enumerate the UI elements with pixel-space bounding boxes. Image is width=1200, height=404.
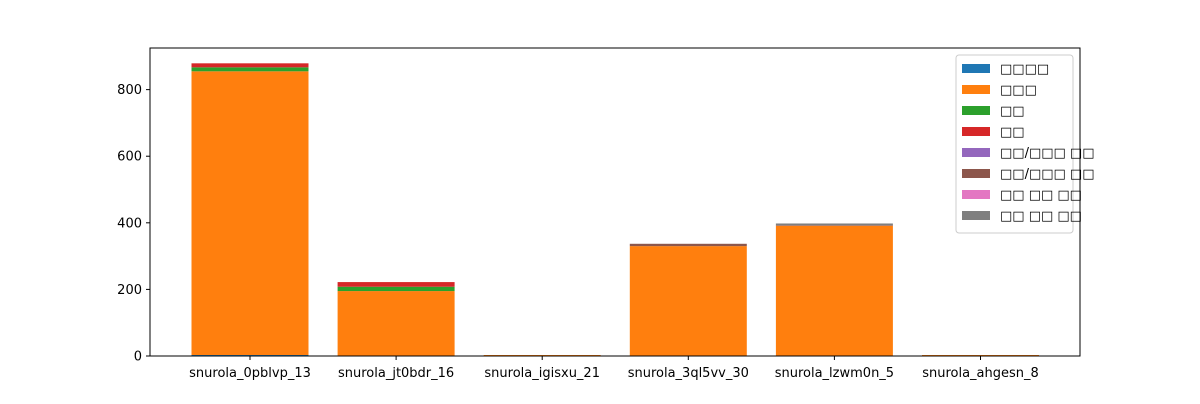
bar-segment-1-series-2 [337, 286, 455, 292]
legend-swatch [962, 211, 990, 220]
x-tick-label: snurola_ahgesn_8 [922, 366, 1039, 381]
legend-swatch [962, 85, 990, 94]
legend-label: □□ □□ □□ [1000, 209, 1082, 224]
y-tick-label: 400 [117, 216, 142, 231]
bars-layer [191, 63, 1039, 356]
legend-label: □□ [1000, 125, 1025, 140]
bar-segment-3-series-5 [629, 243, 747, 247]
legend-label: □□/□□□ □□ [1000, 146, 1095, 161]
legend-swatch [962, 169, 990, 178]
legend-box [955, 54, 1074, 234]
y-tick-label: 800 [117, 83, 142, 98]
bar-segment-4-series-1 [775, 225, 893, 356]
bar-segment-3-series-1 [629, 246, 747, 356]
legend: □□□□□□□□□□□□□/□□□ □□□□/□□□ □□□□ □□ □□□□ … [955, 54, 1095, 234]
legend-label: □□/□□□ □□ [1000, 167, 1095, 182]
y-tick-label: 600 [117, 150, 142, 165]
bar-segment-1-series-1 [337, 291, 455, 356]
legend-swatch [962, 106, 990, 115]
legend-swatch [962, 190, 990, 199]
legend-swatch [962, 64, 990, 73]
axes-layer: 0 200 400 600 800 snurola_0pblvp_13 snurola_jt… [117, 47, 1081, 381]
legend-swatch [962, 148, 990, 157]
bar-segment-1-series-3 [337, 282, 455, 287]
x-tick-label: snurola_0pblvp_13 [189, 366, 311, 381]
x-tick-label: snurola_igisxu_21 [484, 366, 600, 381]
x-tick-label: snurola_3ql5vv_30 [628, 366, 749, 381]
y-tick-label: 0 [134, 350, 142, 365]
legend-swatch [962, 127, 990, 136]
x-tick-label: snurola_lzwm0n_5 [775, 366, 894, 381]
bar-segment-4-series-7 [775, 223, 893, 226]
legend-label: □□□□ [1000, 62, 1049, 77]
bar-segment-4-series-5 [775, 225, 893, 226]
bar-segment-0-series-2 [191, 67, 309, 72]
bar-segment-0-series-1 [191, 71, 309, 355]
plot-frame [149, 47, 1081, 357]
y-tick-label: 200 [117, 283, 142, 298]
legend-label: □□ [1000, 104, 1025, 119]
bar-segment-0-series-3 [191, 63, 309, 68]
legend-label: □□□ [1000, 83, 1037, 98]
x-tick-label: snurola_jt0bdr_16 [338, 366, 454, 381]
legend-label: □□ □□ □□ [1000, 188, 1082, 203]
